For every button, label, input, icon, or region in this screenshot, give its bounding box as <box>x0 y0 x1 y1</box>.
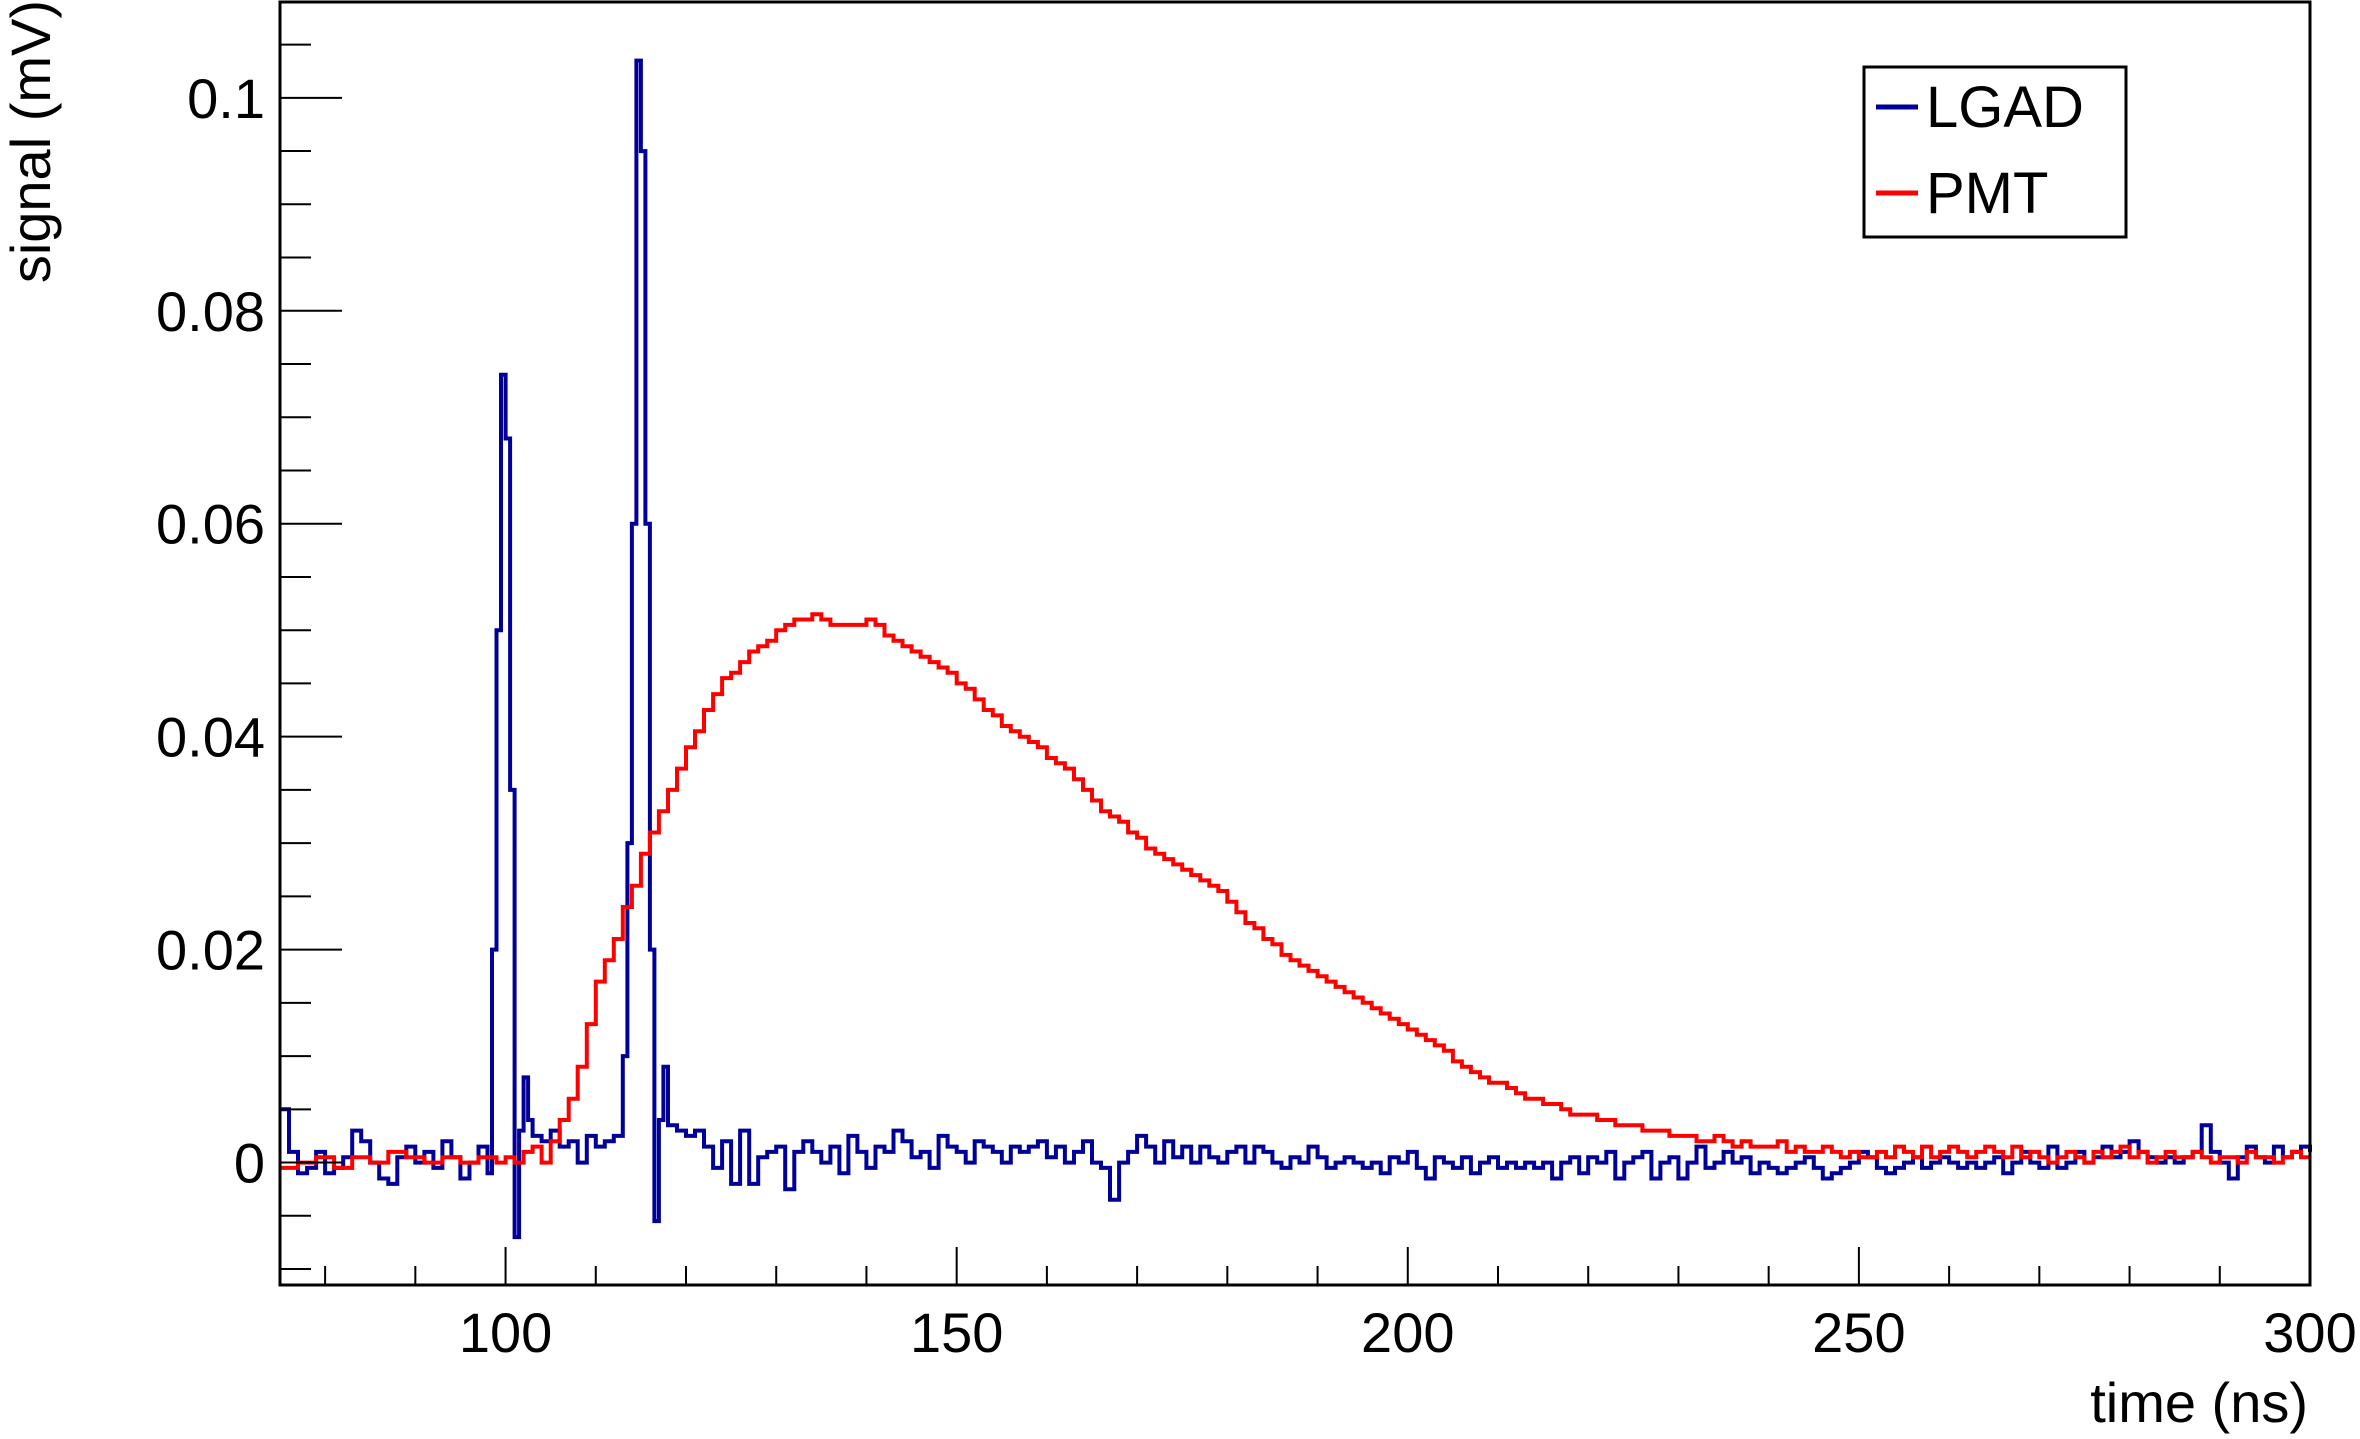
x-tick-label: 200 <box>1361 1301 1454 1364</box>
y-axis-title: signal (mV) <box>0 0 62 283</box>
series-line-lgad <box>280 58 2312 1240</box>
x-axis-title: time (ns) <box>2090 1371 2308 1434</box>
legend-box <box>1862 65 2128 239</box>
series-line-pmt <box>280 612 2310 1170</box>
legend-label-pmt: PMT <box>1926 161 2048 226</box>
y-tick-label: 0.06 <box>156 493 265 556</box>
y-tick-label: 0.02 <box>156 919 265 982</box>
y-axis: 0 0.02 0.04 0.06 0.08 0.1 <box>156 43 342 1271</box>
x-tick-label: 300 <box>2263 1301 2356 1364</box>
x-axis: 100 150 200 250 300 <box>324 1247 2357 1364</box>
y-tick-label: 0.04 <box>156 706 265 769</box>
x-tick-label: 150 <box>910 1301 1003 1364</box>
plot-frame <box>278 0 2312 1287</box>
y-tick-label: 0.08 <box>156 280 265 343</box>
legend-label-lgad: LGAD <box>1926 75 2084 140</box>
y-tick-label: 0.1 <box>187 67 265 130</box>
legend: LGAD PMT <box>1862 65 2128 239</box>
x-tick-label: 100 <box>459 1301 552 1364</box>
y-tick-label: 0 <box>234 1132 265 1195</box>
x-tick-label: 250 <box>1812 1301 1905 1364</box>
series-layer <box>280 58 2312 1240</box>
